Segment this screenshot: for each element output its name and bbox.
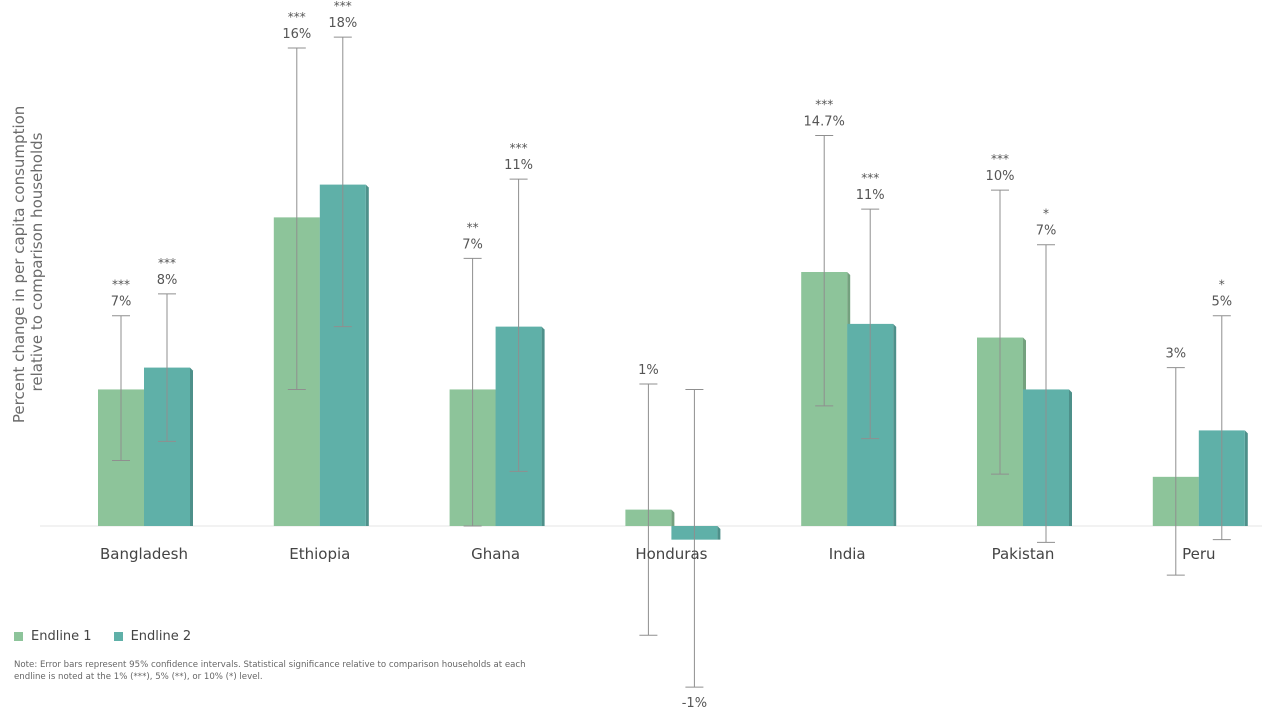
chart-note: Note: Error bars represent 95% confidenc… — [14, 660, 526, 682]
significance-label-peru-endline-2: * — [1219, 278, 1225, 292]
legend-item-endline-2: Endline 2 — [113, 629, 192, 644]
value-label-ethiopia-endline-2: 18% — [328, 16, 357, 31]
bar-side-pakistan-endline-2 — [1069, 389, 1072, 526]
value-label-ethiopia-endline-1: 16% — [282, 27, 311, 42]
category-label-bangladesh: Bangladesh — [100, 545, 188, 563]
category-label-ghana: Ghana — [471, 545, 520, 563]
y-axis-label-line-2: relative to comparison households — [28, 132, 46, 391]
value-label-pakistan-endline-1: 10% — [986, 169, 1015, 184]
significance-label-india-endline-1: *** — [815, 97, 833, 111]
legend: Endline 1 Endline 2 — [14, 629, 191, 644]
value-label-honduras-endline-1: 1% — [638, 363, 659, 378]
legend-item-endline-1: Endline 1 — [14, 629, 92, 644]
bar-side-honduras-endline-1 — [671, 509, 675, 526]
category-label-india: India — [829, 545, 866, 563]
value-label-bangladesh-endline-2: 8% — [157, 273, 178, 288]
legend-label-endline-1: Endline 1 — [31, 629, 92, 644]
value-label-pakistan-endline-2: 7% — [1036, 224, 1057, 239]
significance-label-bangladesh-endline-1: *** — [112, 278, 130, 292]
y-axis-label: Percent change in per capita consumption… — [10, 101, 46, 423]
legend-swatch-endline-2 — [113, 632, 123, 641]
bars-layer — [98, 184, 1248, 540]
value-label-ghana-endline-2: 11% — [504, 158, 533, 173]
significance-label-india-endline-2: *** — [861, 171, 879, 185]
legend-swatch-endline-1 — [14, 632, 23, 641]
value-label-peru-endline-1: 3% — [1165, 347, 1186, 362]
category-label-peru: Peru — [1182, 545, 1215, 563]
error-bars-layer — [112, 36, 1231, 688]
significance-label-pakistan-endline-2: * — [1043, 207, 1049, 221]
significance-label-ethiopia-endline-2: *** — [334, 0, 352, 13]
significance-label-ghana-endline-2: *** — [510, 141, 528, 155]
bar-side-ghana-endline-2 — [541, 326, 545, 526]
value-label-peru-endline-2: 5% — [1211, 295, 1232, 310]
significance-label-pakistan-endline-1: *** — [991, 152, 1009, 166]
value-label-honduras-endline-2: -1% — [682, 696, 707, 711]
value-label-india-endline-2: 11% — [856, 188, 885, 203]
category-label-honduras: Honduras — [635, 545, 707, 563]
significance-label-ghana-endline-1: ** — [467, 220, 479, 234]
significance-label-ethiopia-endline-1: *** — [288, 10, 306, 24]
bar-side-bangladesh-endline-2 — [190, 367, 193, 526]
bar-side-india-endline-2 — [893, 323, 897, 526]
category-label-pakistan: Pakistan — [992, 545, 1055, 563]
category-label-ethiopia: Ethiopia — [289, 545, 350, 563]
bar-side-ethiopia-endline-2 — [365, 184, 369, 526]
value-label-bangladesh-endline-1: 7% — [111, 295, 132, 310]
value-label-india-endline-1: 14.7% — [804, 114, 845, 129]
bar-side-honduras-endline-2 — [717, 526, 721, 540]
bar-side-peru-endline-2 — [1244, 430, 1248, 526]
y-axis-label-line-1: Percent change in per capita consumption — [10, 106, 28, 423]
legend-label-endline-2: Endline 2 — [130, 629, 192, 644]
value-label-ghana-endline-1: 7% — [462, 237, 483, 252]
significance-label-bangladesh-endline-2: *** — [158, 256, 176, 270]
